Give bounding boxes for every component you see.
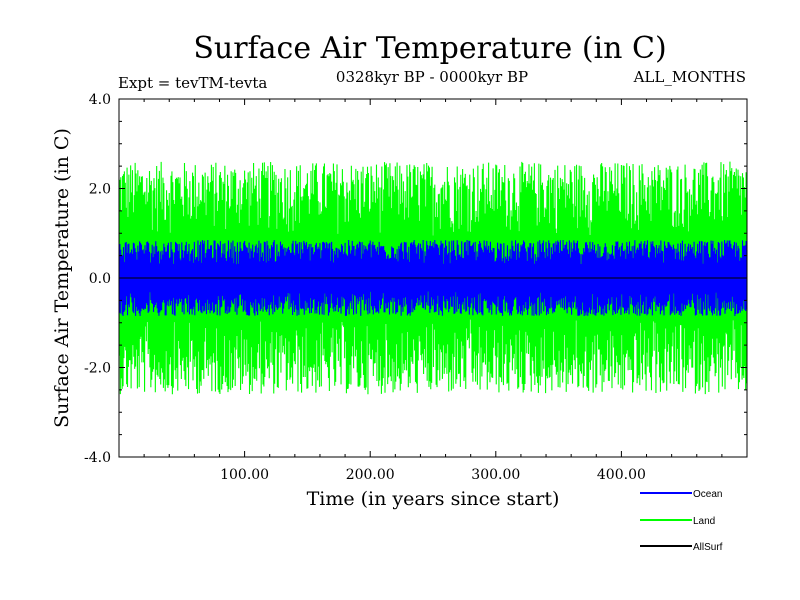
chart-title: Surface Air Temperature (in C) [193, 31, 666, 66]
y-axis-label: Surface Air Temperature (in C) [51, 128, 73, 428]
y-tick-label: 2.0 [89, 182, 111, 198]
y-tick-label: 4.0 [89, 92, 111, 108]
series-line-land [119, 161, 747, 395]
series-layer [119, 161, 747, 395]
y-tick-label: -4.0 [84, 450, 111, 466]
subtitle-center: 0328kyr BP - 0000kyr BP [336, 68, 528, 86]
legend-label-land: Land [693, 516, 715, 527]
legend-label-ocean: Ocean [693, 489, 722, 500]
subtitle-right: ALL_MONTHS [633, 68, 746, 86]
x-tick-label: 400.00 [597, 467, 646, 483]
legend-label-allsurf: AllSurf [693, 542, 723, 553]
legend: Ocean Land AllSurf [640, 489, 723, 553]
x-axis-label: Time (in years since start) [307, 488, 560, 510]
series-line-ocean [119, 239, 747, 317]
subtitle-left: Expt = tevTM-tevta [118, 74, 267, 92]
x-tick-label: 100.00 [220, 467, 269, 483]
y-tick-label: -2.0 [84, 361, 111, 377]
x-tick-label: 300.00 [471, 467, 520, 483]
x-tick-label: 200.00 [346, 467, 395, 483]
y-tick-label: 0.0 [89, 271, 111, 287]
